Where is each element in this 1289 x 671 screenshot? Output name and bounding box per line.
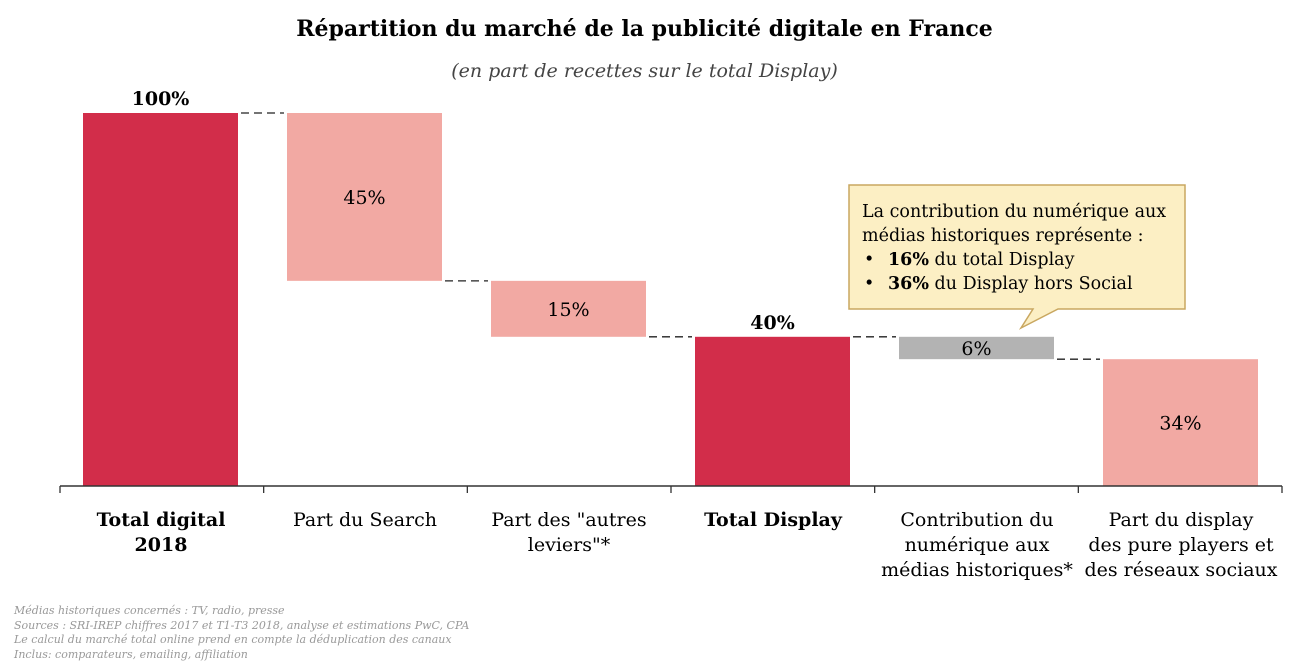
callout-bullet-1-value: 16% bbox=[888, 250, 929, 270]
footnotes: Médias historiques concernés : TV, radio… bbox=[14, 604, 469, 662]
data-label-5: 34% bbox=[1159, 413, 1201, 435]
bar-2 bbox=[491, 280, 646, 337]
callout-bullet-1: 16% du total Display bbox=[862, 248, 1192, 272]
bar-0 bbox=[83, 113, 238, 486]
callout-bullet-1-text: du total Display bbox=[928, 250, 1075, 270]
category-label-4-line-0: Contribution du bbox=[900, 509, 1054, 531]
category-label-5: Part du display des pure players et des ré… bbox=[1079, 508, 1284, 583]
data-label-3: 40% bbox=[750, 312, 795, 334]
category-label-2-line-1: leviers"* bbox=[527, 534, 611, 556]
category-label-2-line-0: Part des "autres bbox=[491, 509, 647, 531]
data-label-1: 45% bbox=[343, 187, 385, 209]
footnote-2: Sources : SRI-IREP chiffres 2017 et T1-T… bbox=[14, 618, 470, 632]
callout-intro: La contribution du numérique aux médias … bbox=[862, 202, 1167, 246]
callout-text: La contribution du numérique aux médias … bbox=[862, 200, 1192, 296]
bar-5 bbox=[1103, 359, 1258, 486]
category-label-4-line-1: numérique aux bbox=[904, 534, 1050, 556]
callout-bullet-2-value: 36% bbox=[888, 274, 929, 294]
category-label-4-line-2: médias historiques* bbox=[881, 559, 1073, 581]
category-label-5-line-1: des pure players et bbox=[1088, 534, 1274, 556]
category-label-0-line-1: 2018 bbox=[134, 534, 188, 556]
footnote-3: Le calcul du marché total online prend e… bbox=[14, 633, 452, 646]
chart-title: Répartition du marché de la publicité di… bbox=[296, 16, 993, 42]
category-label-1-line-0: Part du Search bbox=[292, 509, 437, 531]
category-label-4: Contribution du numérique aux médias histo… bbox=[875, 508, 1080, 583]
category-label-0-line-0: Total digital bbox=[96, 509, 226, 531]
category-label-2: Part des "autres leviers"* bbox=[467, 508, 672, 558]
bar-3 bbox=[695, 336, 850, 486]
callout-bullet-2-text: du Display hors Social bbox=[928, 274, 1133, 294]
data-label-2: 15% bbox=[547, 299, 589, 321]
footnote-1: Médias historiques concernés : TV, radio… bbox=[14, 604, 285, 617]
category-label-3: Total Display bbox=[671, 508, 876, 533]
callout-bullet-2: 36% du Display hors Social bbox=[862, 272, 1192, 296]
category-label-3-line-0: Total Display bbox=[704, 509, 842, 531]
category-label-1: Part du Search bbox=[263, 508, 468, 533]
data-label-4: 6% bbox=[961, 338, 991, 360]
bar-4 bbox=[899, 336, 1054, 360]
category-label-5-line-2: des réseaux sociaux bbox=[1084, 559, 1278, 581]
chart-subtitle: (en part de recettes sur le total Displa… bbox=[451, 60, 838, 82]
data-label-0: 100% bbox=[132, 88, 190, 110]
category-label-5-line-0: Part du display bbox=[1108, 509, 1254, 531]
bar-1 bbox=[287, 113, 442, 281]
footnote-4: Inclus: comparateurs, emailing, affiliat… bbox=[14, 647, 248, 661]
category-label-0: Total digital 2018 bbox=[59, 508, 264, 558]
